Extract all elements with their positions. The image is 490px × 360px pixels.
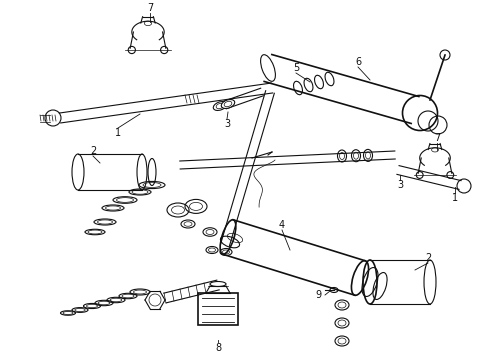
Text: 1: 1 <box>115 128 121 138</box>
Text: 7: 7 <box>147 3 153 13</box>
Text: 2: 2 <box>90 146 96 156</box>
Text: 7: 7 <box>434 133 440 143</box>
Ellipse shape <box>224 101 232 107</box>
Text: 4: 4 <box>279 220 285 230</box>
Text: 3: 3 <box>397 180 403 190</box>
Ellipse shape <box>221 100 235 108</box>
Text: 1: 1 <box>452 193 458 203</box>
Text: 3: 3 <box>224 119 230 129</box>
Text: 8: 8 <box>215 343 221 353</box>
Ellipse shape <box>213 102 227 111</box>
Ellipse shape <box>216 103 224 109</box>
Text: 6: 6 <box>355 57 361 67</box>
Text: 2: 2 <box>425 253 431 263</box>
Text: 9: 9 <box>315 290 321 300</box>
Text: 5: 5 <box>293 63 299 73</box>
